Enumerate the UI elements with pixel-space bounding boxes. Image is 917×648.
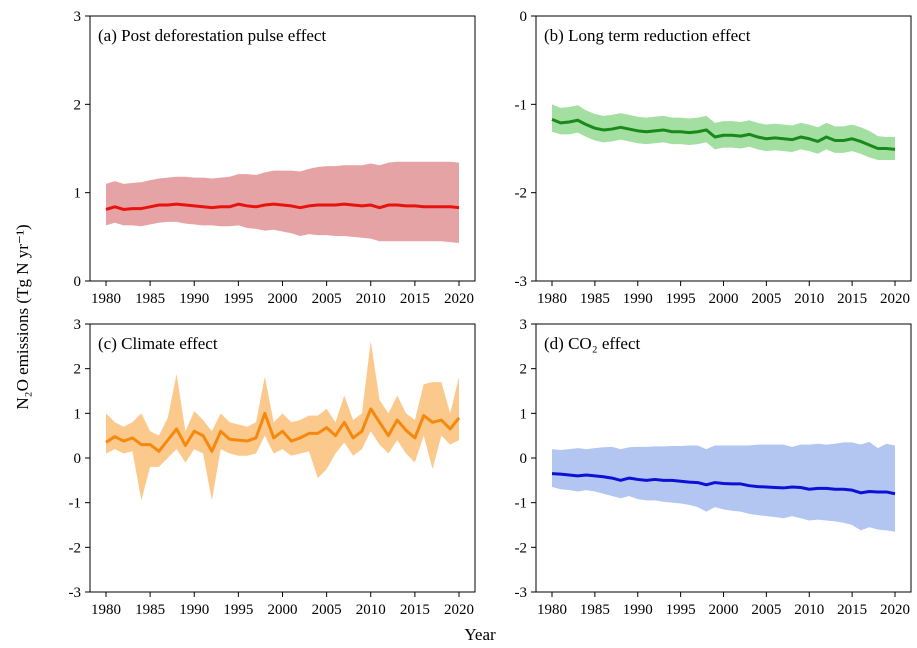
x-tick-label: 2020 [880,291,910,307]
y-tick-label: -2 [69,540,82,556]
panel-title: (d) CO₂ effect [544,334,641,353]
x-tick-label: 2000 [709,291,739,307]
x-tick-label: 2015 [837,602,867,618]
y-tick-label: -2 [515,540,528,556]
panel-title: (b) Long term reduction effect [544,26,751,45]
x-tick-label: 2000 [268,602,298,618]
x-tick-label: 2005 [751,291,781,307]
panel-d: -3 -2 -1 0 1 2 3 1980 1985 1990 1995 2000 2005 2010 20… [515,317,912,618]
x-tick-label: 1995 [666,291,696,307]
y-tick-label: 0 [74,451,82,467]
x-tick-label: 2020 [444,291,474,307]
y-tick-label: 2 [74,97,82,113]
x-tick-label: 2010 [356,291,386,307]
y-tick-label: 2 [74,362,82,378]
panel-title: (c) Climate effect [98,334,218,353]
panel-title: (a) Post deforestation pulse effect [98,26,326,45]
panel-b: -3 -2 -1 0 1980 1985 1990 1995 2000 2005 2010 2015 2… [515,9,912,307]
uncertainty-band [106,161,459,244]
x-tick-label: 2015 [400,291,430,307]
x-tick-label: 1995 [223,602,253,618]
y-tick-label: -3 [69,585,82,601]
x-tick-label: 2010 [794,291,824,307]
y-tick-label: 0 [74,274,82,290]
y-tick-label: 3 [520,317,528,333]
x-tick-label: 1980 [537,291,567,307]
x-tick-label: 2020 [444,602,474,618]
mean-line [551,472,896,496]
x-tick-label: 2015 [400,602,430,618]
x-tick-label: 2010 [794,602,824,618]
y-tick-label: 3 [74,317,82,333]
x-tick-label: 2005 [751,602,781,618]
y-tick-label: 0 [520,9,528,25]
y-axis-title: N₂O emissions (Tg N yr⁻¹) [13,224,32,409]
y-tick-label: 2 [520,362,528,378]
mean-line [105,202,460,211]
mean-line [105,407,461,453]
y-tick-label: 1 [74,406,82,422]
panel-a: 0 1 2 3 1980 1985 1990 1995 2000 2005 2010 2015 2020… [74,9,476,307]
x-tick-label: 1995 [223,291,253,307]
x-tick-label: 1980 [91,602,121,618]
x-tick-label: 2015 [837,291,867,307]
y-tick-label: 0 [520,451,528,467]
y-tick-label: -1 [69,496,82,512]
x-tick-label: 1985 [135,602,165,618]
x-tick-label: 1995 [666,602,696,618]
y-tick-label: 1 [74,186,82,202]
mean-line [551,117,896,151]
x-tick-label: 1990 [623,291,653,307]
x-tick-label: 2000 [709,602,739,618]
x-tick-label: 1985 [580,291,610,307]
x-tick-label: 1990 [623,602,653,618]
y-tick-label: 3 [74,9,82,25]
x-tick-label: 2005 [312,291,342,307]
y-tick-label: -3 [515,274,528,290]
y-tick-label: -2 [515,186,528,202]
uncertainty-band [106,340,459,501]
y-tick-label: -1 [515,496,528,512]
x-axis-title: Year [464,625,496,644]
x-tick-label: 2010 [356,602,386,618]
x-tick-label: 1990 [179,291,209,307]
x-tick-label: 1985 [580,602,610,618]
uncertainty-band [552,104,895,160]
y-tick-label: -3 [515,585,528,601]
x-tick-label: 1990 [179,602,209,618]
x-tick-label: 2005 [312,602,342,618]
x-tick-label: 2000 [268,291,298,307]
y-tick-label: 1 [520,406,528,422]
x-tick-label: 2020 [880,602,910,618]
x-tick-label: 1985 [135,291,165,307]
uncertainty-band [552,441,895,532]
y-tick-label: -1 [515,97,528,113]
panel-c: -3 -2 -1 0 1 2 3 1980 1985 1990 1995 2000 2005 2010 20… [69,317,476,618]
x-tick-label: 1980 [91,291,121,307]
x-tick-label: 1980 [537,602,567,618]
